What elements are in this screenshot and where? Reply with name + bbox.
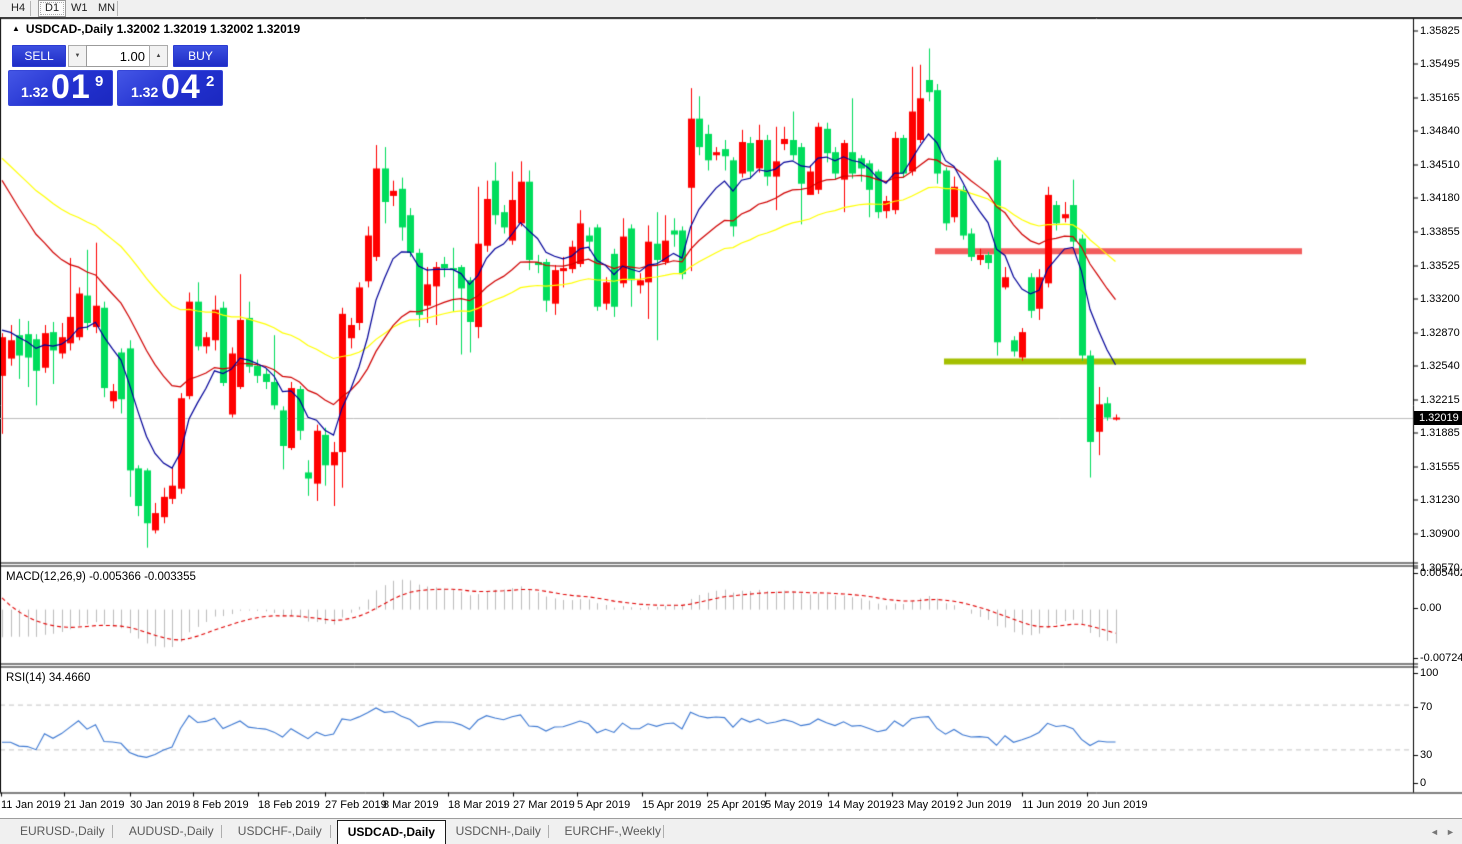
price-axis-label: 1.33525 — [1420, 259, 1460, 272]
volume-decrease-button[interactable]: ▼ — [68, 45, 87, 67]
tab-separator — [220, 825, 222, 838]
price-axis-label: 1.32870 — [1420, 326, 1460, 339]
buy-price-large: 04 — [161, 68, 201, 106]
collapse-icon[interactable]: ▲ — [12, 24, 20, 33]
price-axis-label: 1.33200 — [1420, 293, 1460, 306]
volume-input[interactable]: 1.00 — [119, 49, 145, 64]
sell-button[interactable]: SELL — [12, 45, 66, 67]
time-axis-label[interactable]: 2 Jun 2019 — [957, 799, 1012, 811]
timeframe-toolbar: H4 D1 W1 MN — [0, 0, 1462, 18]
price-axis-label: 1.34510 — [1420, 158, 1460, 171]
time-axis-label[interactable]: 23 May 2019 — [892, 799, 956, 811]
sell-price-display[interactable]: 1.32 01 9 — [8, 68, 113, 106]
price-axis-label: 1.35495 — [1420, 58, 1460, 71]
time-axis-label[interactable]: 27 Feb 2019 — [325, 799, 387, 811]
chart-tab-usdcnh[interactable]: USDCNH-,Daily — [455, 824, 541, 838]
tab-scroll-right[interactable]: ► — [1446, 827, 1455, 837]
rsi-axis-label: 30 — [1420, 749, 1433, 761]
time-axis-label[interactable]: 20 Jun 2019 — [1087, 799, 1148, 811]
time-axis-label[interactable]: 5 Apr 2019 — [577, 799, 631, 811]
price-axis-label: 1.35165 — [1420, 91, 1460, 104]
price-axis-label: 1.32215 — [1420, 393, 1460, 406]
tab-separator — [662, 825, 664, 838]
chart-tab-usdcad[interactable]: USDCAD-,Daily — [336, 820, 447, 844]
chart-tab-audusd[interactable]: AUDUSD-,Daily — [128, 824, 214, 838]
time-axis-label[interactable]: 25 Apr 2019 — [707, 799, 767, 811]
tab-scroll-left[interactable]: ◄ — [1430, 827, 1439, 837]
time-axis-label[interactable]: 8 Mar 2019 — [383, 799, 439, 811]
sell-price-sup: 9 — [95, 73, 104, 90]
macd-axis-label: 0.00 — [1420, 602, 1442, 615]
rsi-axis-label: 0 — [1420, 776, 1427, 789]
chart-tab-usdchf[interactable]: USDCHF-,Daily — [237, 824, 322, 838]
price-axis-label: 1.35825 — [1420, 24, 1460, 37]
current-price-tag: 1.32019 — [1414, 410, 1462, 425]
time-axis-label[interactable]: 21 Jan 2019 — [64, 799, 125, 811]
buy-price-display[interactable]: 1.32 04 2 — [117, 68, 223, 106]
price-axis-label: 1.31885 — [1420, 427, 1460, 440]
price-axis-label: 1.30570 — [1420, 561, 1460, 574]
price-axis-label: 1.31230 — [1420, 494, 1460, 507]
time-axis-label[interactable]: 30 Jan 2019 — [130, 799, 191, 811]
time-axis-label[interactable]: 15 Apr 2019 — [642, 799, 702, 811]
buy-price-small: 1.32 — [131, 84, 159, 100]
volume-increase-button[interactable]: ▲ — [149, 45, 168, 67]
tab-separator — [329, 825, 331, 838]
sell-price-small: 1.32 — [21, 84, 49, 100]
time-axis-label[interactable]: 27 Mar 2019 — [513, 799, 575, 811]
time-axis-label[interactable]: 14 May 2019 — [828, 799, 892, 811]
buy-price-sup: 2 — [206, 73, 215, 90]
macd-axis-label: -0.007247 — [1420, 652, 1462, 665]
price-axis-label: 1.34180 — [1420, 192, 1460, 205]
buy-button[interactable]: BUY — [173, 45, 228, 67]
timeframe-button-w1[interactable]: W1 — [71, 2, 88, 14]
tab-separator — [547, 825, 549, 838]
price-axis-label: 1.32540 — [1420, 360, 1460, 373]
rsi-label: RSI(14) 34.4660 — [6, 672, 91, 684]
tab-separator — [111, 825, 113, 838]
chart-title: ▲ USDCAD-,Daily 1.32002 1.32019 1.32002 1… — [12, 22, 300, 36]
toolbar-separator — [30, 1, 31, 16]
toolbar-separator — [117, 1, 118, 16]
price-axis-label: 1.30900 — [1420, 527, 1460, 540]
rsi-axis-label: 100 — [1420, 667, 1439, 680]
macd-label: MACD(12,26,9) -0.005366 -0.003355 — [6, 571, 196, 583]
time-axis-label[interactable]: 18 Feb 2019 — [258, 799, 320, 811]
price-axis-label: 1.33855 — [1420, 226, 1460, 238]
price-axis-label: 1.31555 — [1420, 460, 1460, 473]
sell-price-large: 01 — [51, 68, 91, 106]
chart-tab-eurusd[interactable]: EURUSD-,Daily — [20, 824, 105, 838]
macd-axis-label: 0.005402 — [1420, 567, 1462, 580]
timeframe-button-d1[interactable]: D1 — [38, 0, 67, 17]
time-axis-label[interactable]: 11 Jun 2019 — [1022, 799, 1082, 811]
rsi-axis-label: 70 — [1420, 700, 1433, 713]
time-axis-label[interactable]: 8 Feb 2019 — [193, 799, 249, 811]
volume-field-box: 1.00 — [86, 45, 150, 67]
chart-tab-eurchf[interactable]: EURCHF-,Weekly — [564, 824, 661, 838]
timeframe-button-h4[interactable]: H4 — [11, 2, 26, 14]
price-axis-label: 1.34840 — [1420, 125, 1460, 138]
chart-tab-bar: EURUSD-,Daily AUDUSD-,Daily USDCHF-,Daily U… — [0, 818, 1462, 844]
time-axis-label[interactable]: 11 Jan 2019 — [1, 799, 61, 811]
chart-title-text: USDCAD-,Daily 1.32002 1.32019 1.32002 1.… — [25, 22, 301, 36]
time-axis-label[interactable]: 18 Mar 2019 — [448, 799, 510, 811]
timeframe-button-mn[interactable]: MN — [98, 2, 116, 14]
time-axis-label[interactable]: 5 May 2019 — [765, 799, 823, 811]
